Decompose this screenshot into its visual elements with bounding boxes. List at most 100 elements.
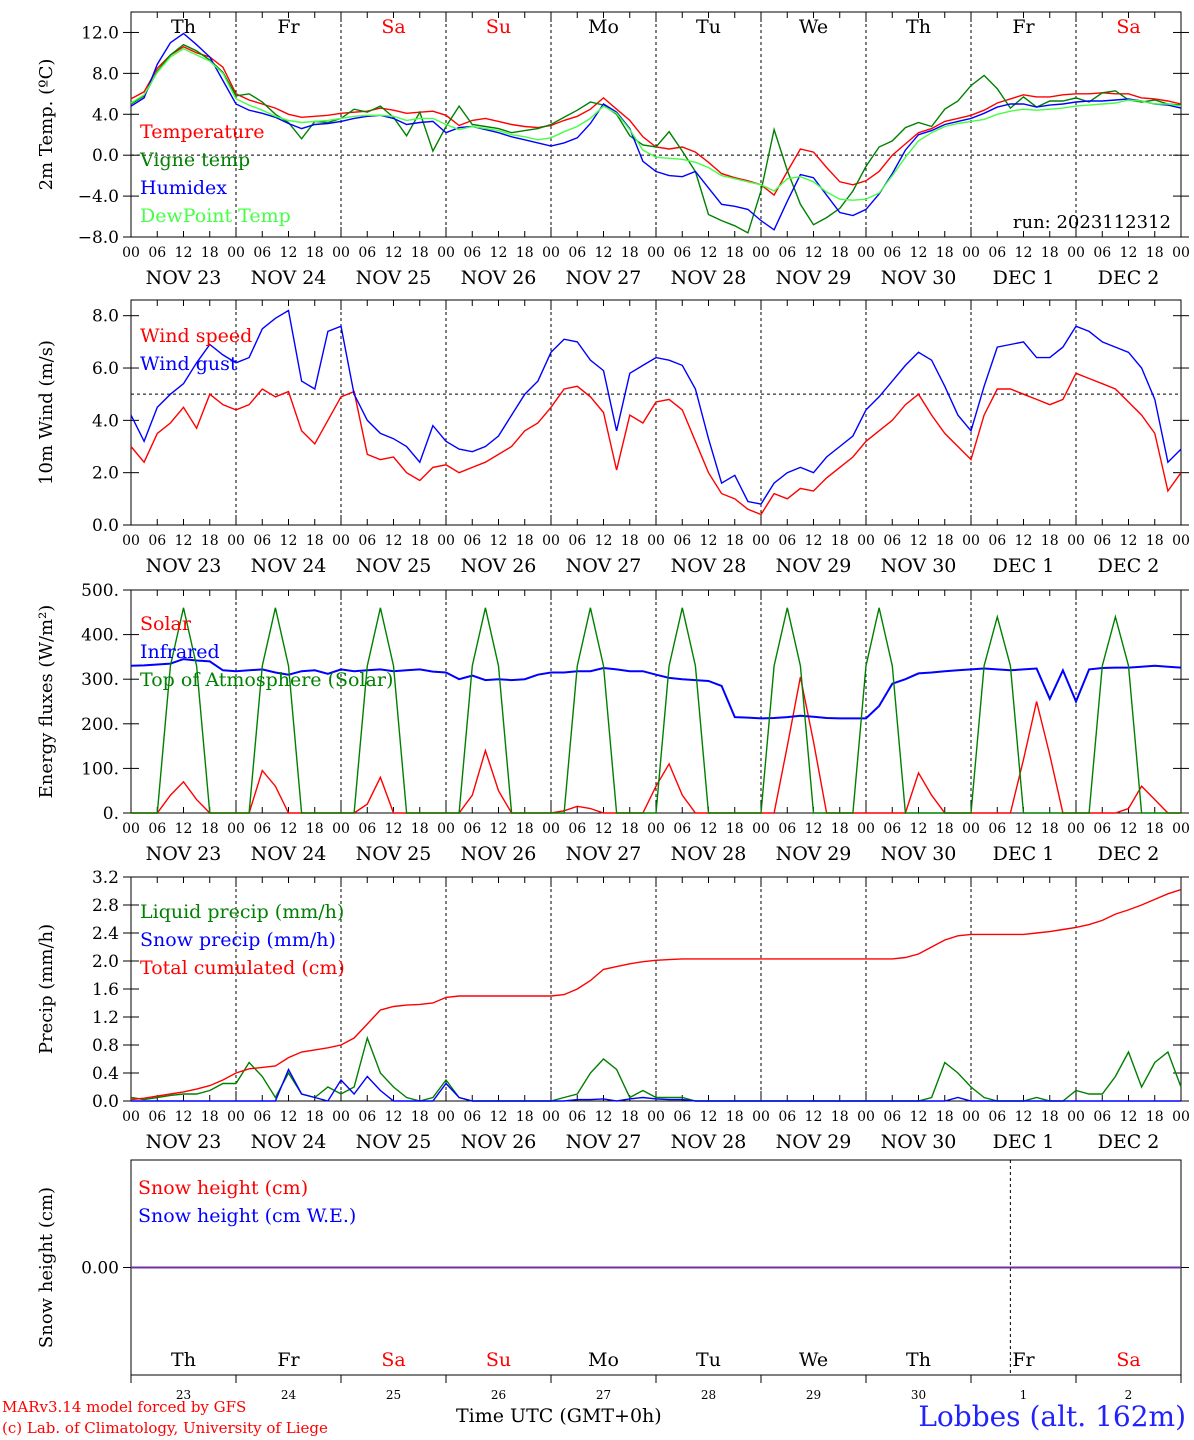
hour-tick-label: 18 (726, 533, 744, 549)
hour-tick-label: 00 (332, 1109, 350, 1125)
hour-tick-label: 00 (437, 245, 455, 261)
hour-tick-label: 06 (883, 533, 901, 549)
hour-tick-label: 12 (910, 533, 928, 549)
hour-tick-label: 12 (700, 533, 718, 549)
day-number-label: 30 (911, 1388, 926, 1402)
weekday-label: Tu (696, 16, 721, 38)
day-number-label: 28 (701, 1388, 716, 1402)
lab-credit: (c) Lab. of Climatology, University of L… (2, 1419, 328, 1437)
hour-tick-label: 12 (805, 1109, 823, 1125)
hour-tick-label: 18 (621, 1109, 639, 1125)
hour-tick-label: 12 (595, 1109, 613, 1125)
y-tick-label: 0.4 (92, 1064, 119, 1084)
legend-entry: Total cumulated (cm) (140, 957, 345, 979)
hour-tick-label: 06 (988, 821, 1006, 837)
hour-tick-label: 18 (411, 821, 429, 837)
hour-tick-label: 12 (490, 245, 508, 261)
hour-tick-label: 06 (463, 245, 481, 261)
hour-tick-label: 12 (280, 821, 298, 837)
hour-tick-label: 06 (883, 1109, 901, 1125)
hour-tick-label: 12 (385, 533, 403, 549)
hour-tick-label: 00 (332, 245, 350, 261)
hour-tick-label: 12 (805, 245, 823, 261)
hour-tick-label: 00 (962, 533, 980, 549)
hour-tick-label: 12 (490, 533, 508, 549)
legend-entry: Humidex (140, 177, 227, 199)
y-tick-label: 2.0 (92, 464, 119, 484)
series-line-wind-speed (130, 372, 1182, 516)
hour-tick-label: 00 (1172, 1109, 1190, 1125)
date-label: NOV 27 (566, 267, 642, 289)
legend-entry: Top of Atmosphere (Solar) (140, 669, 393, 691)
date-label: NOV 30 (881, 267, 957, 289)
y-tick-label: 6.0 (92, 359, 119, 379)
hour-tick-label: 06 (988, 1109, 1006, 1125)
date-label: NOV 24 (251, 1131, 327, 1153)
hour-tick-label: 12 (595, 533, 613, 549)
hour-tick-label: 00 (542, 821, 560, 837)
legend-entry: Liquid precip (mm/h) (140, 901, 344, 923)
hour-tick-label: 06 (673, 1109, 691, 1125)
legend-entry: Vigne temp (139, 149, 250, 171)
plot-frame (130, 11, 1182, 238)
hour-tick-label: 06 (148, 245, 166, 261)
date-label: NOV 25 (356, 1131, 432, 1153)
hour-tick-label: 00 (227, 821, 245, 837)
series-line-humidex (130, 32, 1182, 231)
y-tick-label: 500. (81, 581, 119, 601)
hour-tick-label: 12 (385, 1109, 403, 1125)
hour-tick-label: 00 (122, 1109, 140, 1125)
hour-tick-label: 18 (306, 1109, 324, 1125)
hour-tick-label: 06 (358, 821, 376, 837)
hour-tick-label: 00 (1067, 245, 1085, 261)
day-number-label: 27 (596, 1388, 611, 1402)
hour-tick-label: 06 (673, 821, 691, 837)
hour-tick-label: 00 (857, 533, 875, 549)
hour-tick-label: 18 (516, 821, 534, 837)
hour-tick-label: 06 (568, 533, 586, 549)
date-label: NOV 24 (251, 555, 327, 577)
weekday-label: Th (171, 1349, 196, 1371)
hour-tick-label: 18 (1041, 245, 1059, 261)
y-tick-label: 0. (103, 804, 119, 824)
date-label: NOV 23 (146, 1131, 222, 1153)
hour-tick-label: 12 (1015, 245, 1033, 261)
date-label: NOV 26 (461, 555, 537, 577)
hour-tick-label: 06 (988, 245, 1006, 261)
date-label: NOV 30 (881, 1131, 957, 1153)
hour-tick-label: 18 (516, 245, 534, 261)
hour-tick-label: 18 (411, 245, 429, 261)
hour-tick-label: 18 (726, 821, 744, 837)
hour-tick-label: 00 (857, 1109, 875, 1125)
y-tick-label: 0.0 (92, 516, 119, 536)
hour-tick-label: 06 (253, 1109, 271, 1125)
hour-tick-label: 00 (122, 245, 140, 261)
hour-tick-label: 18 (831, 1109, 849, 1125)
hour-tick-label: 12 (700, 1109, 718, 1125)
hour-tick-label: 18 (621, 533, 639, 549)
day-number-label: 2 (1125, 1388, 1133, 1402)
hour-tick-label: 18 (201, 533, 219, 549)
hour-tick-label: 12 (175, 1109, 193, 1125)
hour-tick-label: 12 (280, 533, 298, 549)
time-axis-title: Time UTC (GMT+0h) (456, 1405, 662, 1427)
hour-tick-label: 12 (1015, 1109, 1033, 1125)
weekday-label: Fr (277, 16, 300, 38)
date-label: NOV 25 (356, 555, 432, 577)
hour-tick-label: 12 (490, 1109, 508, 1125)
legend-entry: Wind speed (140, 325, 252, 347)
hour-tick-label: 18 (411, 1109, 429, 1125)
y-tick-label: 2.4 (92, 924, 119, 944)
hour-tick-label: 00 (122, 533, 140, 549)
panel-4: 3.2 2.8 2.4 2.0 1.6 1.2 0.8 0.4 0.0 Precip (mm/h)… (36, 868, 1190, 1153)
y-tick-label: 0.00 (81, 1259, 119, 1279)
hour-tick-label: 18 (1041, 821, 1059, 837)
date-label: DEC 1 (993, 843, 1055, 865)
date-label: NOV 26 (461, 267, 537, 289)
hour-tick-label: 06 (358, 245, 376, 261)
series-line-infrared (130, 658, 1182, 720)
hour-tick-label: 00 (647, 1109, 665, 1125)
y-tick-label: 4.0 (92, 411, 119, 431)
y-tick-label: 0.0 (92, 146, 119, 166)
hour-tick-label: 12 (595, 245, 613, 261)
